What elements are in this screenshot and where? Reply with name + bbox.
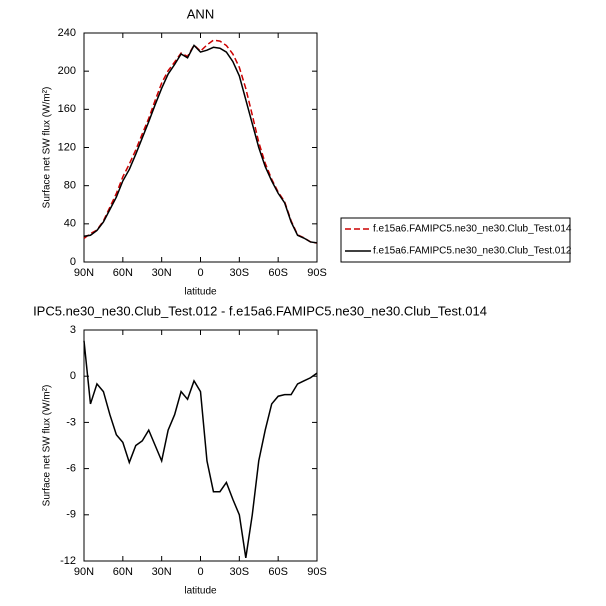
x-tick-label: 30N — [152, 267, 172, 279]
x-tick-label: 90S — [307, 267, 327, 279]
y-tick-label: -12 — [60, 555, 76, 567]
legend-label: f.e15a6.FAMIPC5.ne30_ne30.Club_Test.012 — [373, 246, 572, 257]
y-tick-label: 80 — [64, 180, 76, 192]
y-tick-label: 120 — [58, 141, 76, 153]
x-tick-label: 0 — [197, 267, 203, 279]
x-tick-label: 60N — [113, 566, 133, 578]
y-tick-label: -9 — [66, 509, 76, 521]
y-tick-label: 40 — [64, 218, 76, 230]
y-tick-label: 160 — [58, 103, 76, 115]
data-line — [83, 44, 318, 244]
chart-title: IPC5.ne30_ne30.Club_Test.012 - f.e15a6.F… — [33, 303, 487, 318]
x-tick-label: 90S — [307, 566, 327, 578]
x-axis-label: latitude — [184, 586, 217, 597]
y-tick-label: -3 — [66, 416, 76, 428]
y-tick-label: 0 — [70, 370, 76, 382]
x-tick-label: 30S — [230, 267, 250, 279]
data-line — [83, 39, 318, 244]
x-tick-label: 60S — [268, 267, 288, 279]
x-tick-label: 0 — [197, 566, 203, 578]
x-tick-label: 30N — [152, 566, 172, 578]
x-tick-label: 90N — [74, 566, 94, 578]
x-tick-label: 60S — [268, 566, 288, 578]
legend-label: f.e15a6.FAMIPC5.ne30_ne30.Club_Test.014 — [373, 224, 572, 235]
y-tick-label: 3 — [70, 324, 76, 336]
x-axis-label: latitude — [184, 287, 217, 298]
chart-title: ANN — [187, 6, 214, 21]
x-tick-label: 30S — [230, 566, 250, 578]
y-axis-label: Surface net SW flux (W/m²) — [42, 87, 53, 209]
y-tick-label: -6 — [66, 463, 76, 475]
plot-frame — [83, 329, 318, 562]
y-tick-label: 240 — [58, 27, 76, 39]
plot-frame — [83, 32, 318, 263]
y-tick-label: 200 — [58, 65, 76, 77]
y-axis-label: Surface net SW flux (W/m²) — [42, 385, 53, 507]
x-tick-label: 90N — [74, 267, 94, 279]
data-line — [83, 340, 318, 559]
x-tick-label: 60N — [113, 267, 133, 279]
legend-box — [340, 217, 571, 263]
y-tick-label: 0 — [70, 256, 76, 268]
